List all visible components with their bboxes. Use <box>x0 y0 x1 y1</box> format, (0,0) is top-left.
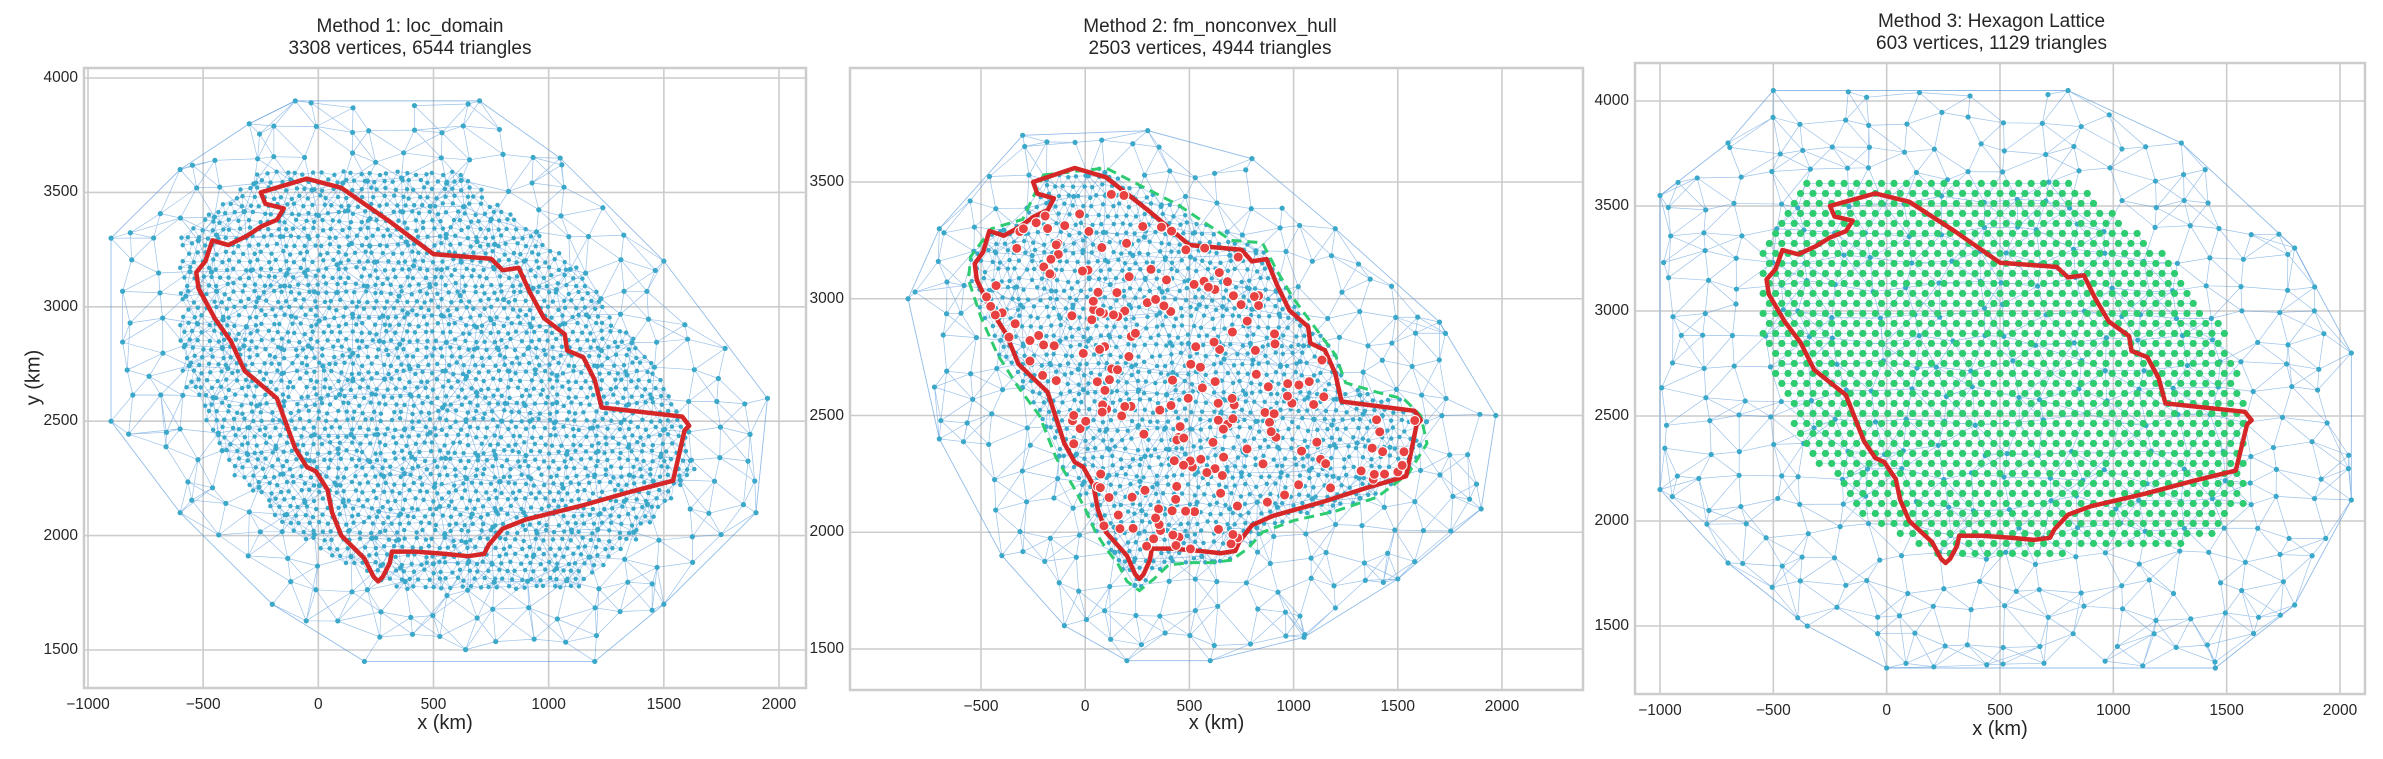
mesh-vertices <box>108 98 771 665</box>
panel-1-title: Method 1: loc_domain 3308 vertices, 6544… <box>0 16 820 60</box>
x-tick-label: 500 <box>1176 698 1203 715</box>
x-tick-label: 1000 <box>2096 702 2131 719</box>
y-tick-label: 2000 <box>43 526 78 544</box>
x-tick-label: 2000 <box>761 696 797 713</box>
y-tick-label: 4000 <box>1594 92 1629 109</box>
y-tick-label: 3000 <box>1594 302 1629 319</box>
domain-boundary <box>194 176 692 584</box>
x-tick-label: 0 <box>1882 702 1891 719</box>
axes-frame <box>82 66 808 690</box>
y-tick-label: 2000 <box>809 523 844 541</box>
y-tick-label: 1500 <box>1594 617 1629 634</box>
x-axis-label: x (km) <box>1972 718 2028 740</box>
x-tick-label: −1000 <box>1638 702 1682 719</box>
panel-3-title: Method 3: Hexagon Lattice 603 vertices, … <box>1600 11 2383 55</box>
panel-1-title-line: Method 1: loc_domain <box>316 16 504 37</box>
x-tick-label: 500 <box>420 696 447 713</box>
y-tick-label: 2500 <box>1594 407 1629 424</box>
y-tick-label: 2500 <box>43 412 78 430</box>
observation-points <box>980 188 1421 555</box>
x-tick-label: −500 <box>185 696 221 713</box>
y-tick-label: 1500 <box>43 641 78 658</box>
mesh-vertices <box>1657 87 2354 671</box>
axes-frame <box>848 66 1585 692</box>
y-tick-label: 3500 <box>809 173 844 190</box>
panel-3-subtitle: 603 vertices, 1129 triangles <box>1876 33 2107 54</box>
x-tick-label: 0 <box>314 696 323 713</box>
x-tick-label: 2000 <box>1484 698 1520 715</box>
x-axis-label: x (km) <box>1188 712 1245 734</box>
panel-method-1: Method 1: loc_domain 3308 vertices, 6544… <box>0 0 820 759</box>
x-tick-label: 500 <box>1987 702 2013 719</box>
y-tick-label: 3000 <box>43 297 78 315</box>
x-tick-label: −500 <box>963 698 999 715</box>
lattice-vertices <box>1759 179 2247 558</box>
mesh-vertices <box>905 128 1499 664</box>
x-tick-label: 1500 <box>646 696 682 713</box>
domain-boundary <box>1764 191 2254 566</box>
panel-3-title-line: Method 3: Hexagon Lattice <box>1877 11 2106 32</box>
panel-method-3: Method 3: Hexagon Lattice 603 vertices, … <box>1600 0 2383 759</box>
y-tick-label: 2000 <box>1594 512 1629 529</box>
x-tick-label: 1500 <box>2209 702 2244 719</box>
axes-3 <box>1633 61 2367 696</box>
panel-method-2: Method 2: fm_nonconvex_hull 2503 vertice… <box>820 0 1600 759</box>
x-tick-label: −500 <box>1755 702 1791 719</box>
y-tick-label: 3500 <box>1594 197 1629 214</box>
y-tick-label: 3000 <box>809 289 844 307</box>
y-axis-label: y (km) <box>22 349 45 406</box>
x-axis-label: x (km) <box>417 712 473 734</box>
panel-2-title-line: Method 2: fm_nonconvex_hull <box>1083 16 1337 37</box>
y-tick-label: 3500 <box>43 183 78 201</box>
panel-2-subtitle: 2503 vertices, 4944 triangles <box>1088 38 1332 59</box>
domain-boundary <box>972 165 1423 582</box>
y-tick-label: 4000 <box>43 69 78 86</box>
x-tick-label: 0 <box>1080 698 1090 715</box>
axes-1 <box>82 66 808 690</box>
panel-1-subtitle: 3308 vertices, 6544 triangles <box>288 38 532 59</box>
lattice-edges <box>1762 183 2244 554</box>
dense-mesh-edges <box>179 171 695 590</box>
x-tick-label: 2000 <box>2322 702 2358 719</box>
x-tick-label: −1000 <box>66 696 110 713</box>
y-tick-label: 1500 <box>809 640 844 657</box>
x-tick-label: 1000 <box>531 696 566 713</box>
x-tick-label: 1000 <box>1276 698 1311 715</box>
panel-2-title: Method 2: fm_nonconvex_hull 2503 vertice… <box>820 16 1600 60</box>
axes-2 <box>848 66 1585 692</box>
mesh-edges <box>1659 90 2352 669</box>
x-tick-label: 1500 <box>1380 698 1416 715</box>
y-tick-label: 2500 <box>809 406 844 424</box>
axes-frame <box>1633 61 2367 696</box>
